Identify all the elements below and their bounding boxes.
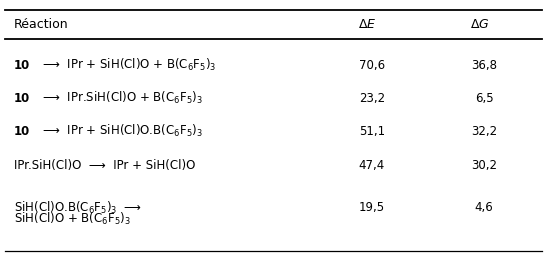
Text: $\Delta E$: $\Delta E$ — [358, 18, 377, 30]
Text: 23,2: 23,2 — [359, 91, 385, 104]
Text: IPr.SiH(Cl)O  ⟶  IPr + SiH(Cl)O: IPr.SiH(Cl)O ⟶ IPr + SiH(Cl)O — [14, 159, 195, 171]
Text: ⟶  IPr + SiH(Cl)O.B(C$_6$F$_5$)$_3$: ⟶ IPr + SiH(Cl)O.B(C$_6$F$_5$)$_3$ — [34, 123, 202, 139]
Text: 51,1: 51,1 — [359, 124, 385, 137]
Text: 36,8: 36,8 — [471, 58, 497, 71]
Text: 30,2: 30,2 — [471, 159, 497, 171]
Text: 10: 10 — [14, 91, 30, 104]
Text: 19,5: 19,5 — [359, 201, 385, 213]
Text: 10: 10 — [14, 58, 30, 71]
Text: 4,6: 4,6 — [475, 201, 493, 213]
Text: 10: 10 — [14, 124, 30, 137]
Text: Réaction: Réaction — [14, 18, 68, 30]
Text: 6,5: 6,5 — [475, 91, 493, 104]
Text: ⟶  IPr.SiH(Cl)O + B(C$_6$F$_5$)$_3$: ⟶ IPr.SiH(Cl)O + B(C$_6$F$_5$)$_3$ — [34, 90, 202, 106]
Text: 70,6: 70,6 — [359, 58, 385, 71]
Text: ⟶  IPr + SiH(Cl)O + B(C$_6$F$_5$)$_3$: ⟶ IPr + SiH(Cl)O + B(C$_6$F$_5$)$_3$ — [34, 57, 216, 73]
Text: SiH(Cl)O + B(C$_6$F$_5$)$_3$: SiH(Cl)O + B(C$_6$F$_5$)$_3$ — [14, 210, 131, 227]
Text: 47,4: 47,4 — [359, 159, 385, 171]
Text: SiH(Cl)O.B(C$_6$F$_5$)$_3$  ⟶: SiH(Cl)O.B(C$_6$F$_5$)$_3$ ⟶ — [14, 199, 142, 215]
Text: $\Delta G$: $\Delta G$ — [470, 18, 490, 30]
Text: 32,2: 32,2 — [471, 124, 497, 137]
